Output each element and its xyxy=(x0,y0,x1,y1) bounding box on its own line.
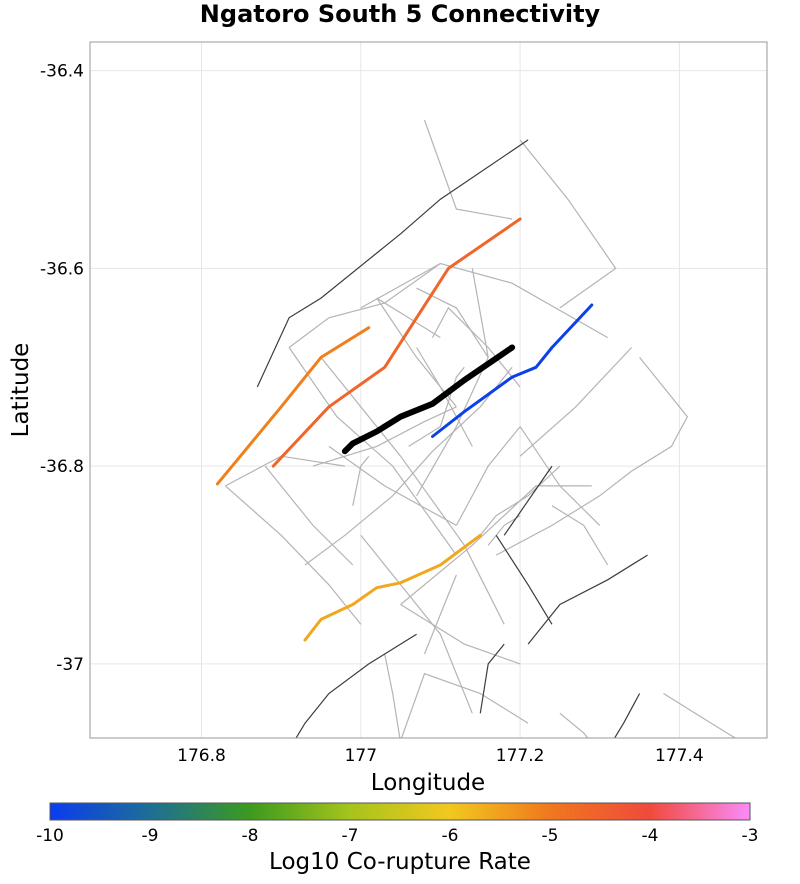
connected-fault-trace xyxy=(431,303,594,438)
colorbar-tick-label: -3 xyxy=(742,826,759,846)
fault-section-trace xyxy=(519,426,601,526)
colorbar-tick-label: -5 xyxy=(542,826,559,846)
x-axis-label: Longitude xyxy=(371,770,485,796)
fault-section-trace xyxy=(559,712,589,738)
fault-section-trace xyxy=(479,643,505,714)
fault-section-trace xyxy=(423,119,513,220)
fault-section-trace xyxy=(328,445,457,526)
connected-fault-trace xyxy=(271,217,522,468)
grid xyxy=(90,42,767,738)
fault-section-trace xyxy=(495,470,632,556)
colorbar-tick-label: -9 xyxy=(142,826,159,846)
fault-section-trace xyxy=(503,465,553,536)
x-axis-ticks: 176.8 177 177.2 177.4 xyxy=(177,746,704,766)
fault-section-trace xyxy=(423,574,457,655)
fault-traces xyxy=(215,119,737,738)
x-tick-label: 177.2 xyxy=(496,746,545,766)
x-tick-label: 177 xyxy=(345,746,377,766)
fault-section-trace xyxy=(304,366,513,566)
colorbar-tick-label: -7 xyxy=(342,826,359,846)
fault-section-trace xyxy=(256,139,529,388)
connected-fault-trace xyxy=(303,533,482,642)
fault-section-trace xyxy=(400,672,529,738)
fault-section-trace xyxy=(431,306,521,388)
fault-section-trace xyxy=(225,485,362,625)
colorbar-tick-label: -8 xyxy=(242,826,259,846)
fault-section-trace xyxy=(352,455,370,506)
x-tick-label: 176.8 xyxy=(177,746,226,766)
y-tick-label: -36.6 xyxy=(40,259,84,279)
connected-fault-trace xyxy=(215,326,371,486)
fault-section-trace xyxy=(527,554,648,645)
y-tick-label: -36.8 xyxy=(40,457,84,477)
chart-title: Ngatoro South 5 Connectivity xyxy=(200,0,601,28)
fault-section-trace xyxy=(519,139,617,309)
fault-section-trace xyxy=(264,465,354,566)
colorbar-tick-label: -6 xyxy=(442,826,459,846)
fault-section-trace xyxy=(288,347,457,556)
fault-section-trace xyxy=(495,534,553,625)
fault-section-trace xyxy=(360,262,608,339)
fault-section-trace xyxy=(613,693,641,738)
fault-section-trace xyxy=(288,263,441,348)
y-tick-label: -36.4 xyxy=(40,62,84,82)
y-axis-label: Latitude xyxy=(8,343,34,438)
fault-section-trace xyxy=(455,426,521,526)
plot-frame xyxy=(89,41,768,739)
fault-section-trace xyxy=(663,692,737,738)
y-tick-label: -37 xyxy=(56,655,84,675)
fault-section-trace xyxy=(312,406,457,467)
colorbar xyxy=(49,802,751,821)
target-fault-trace xyxy=(341,344,516,455)
fault-section-trace xyxy=(400,603,521,665)
fault-section-trace xyxy=(376,297,457,408)
colorbar-tick-label: -4 xyxy=(642,826,659,846)
fault-section-trace xyxy=(400,485,592,605)
colorbar-tick-label: -10 xyxy=(36,826,64,846)
fault-section-trace xyxy=(384,653,401,738)
colorbar-label: Log10 Co-rupture Rate xyxy=(269,849,531,875)
fault-section-trace xyxy=(631,357,689,472)
fault-section-trace xyxy=(416,347,473,447)
fault-section-trace xyxy=(551,505,609,566)
fault-section-trace xyxy=(295,633,417,738)
y-axis-ticks: -36.4 -36.6 -36.8 -37 xyxy=(40,62,84,675)
fault-section-trace xyxy=(479,465,561,536)
fault-section-trace xyxy=(487,515,521,546)
fault-section-trace xyxy=(416,268,489,497)
fault-section-trace xyxy=(519,347,633,457)
colorbar-ticks: -10 -9 -8 -7 -6 -5 -4 -3 xyxy=(36,826,758,846)
fault-section-trace xyxy=(376,297,441,339)
fault-section-trace xyxy=(360,534,473,714)
x-tick-label: 177.4 xyxy=(655,746,704,766)
fault-section-trace xyxy=(320,357,505,625)
